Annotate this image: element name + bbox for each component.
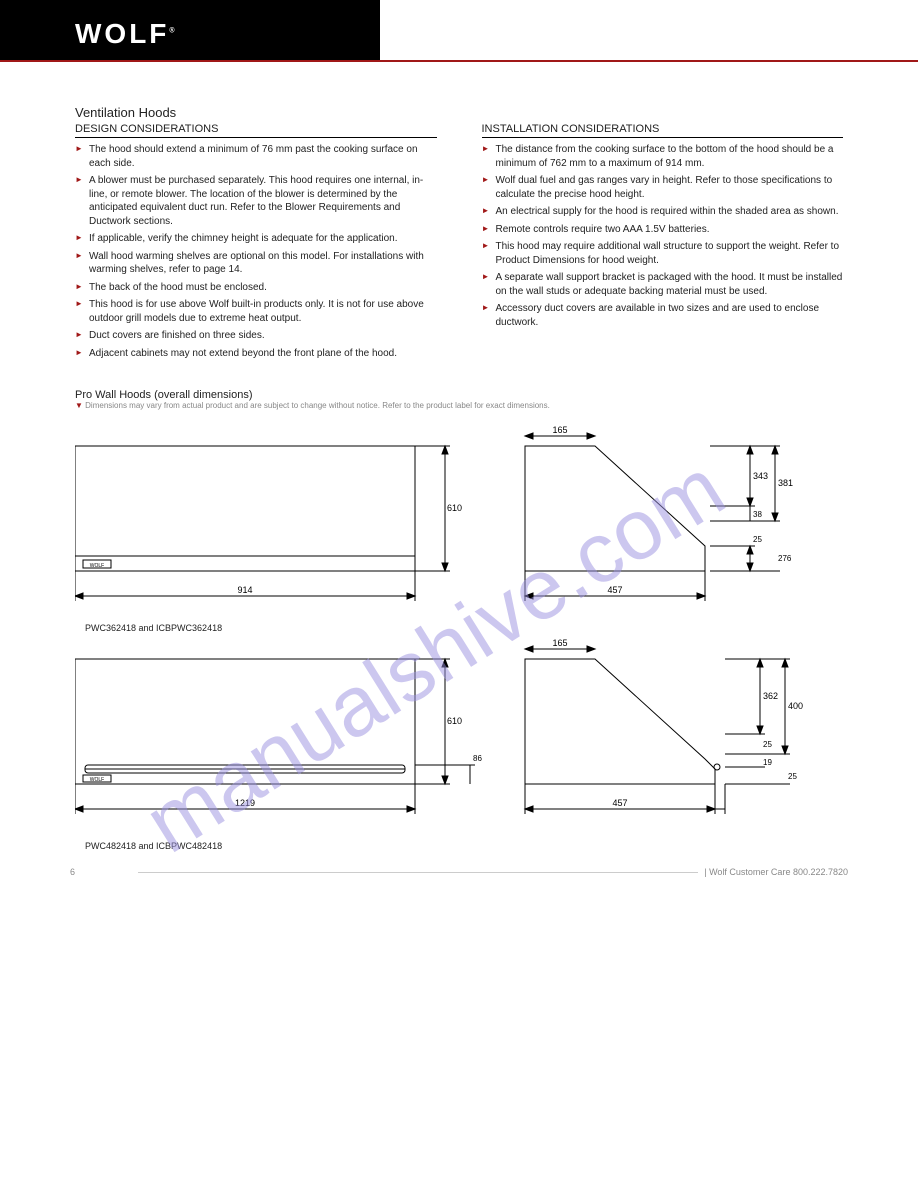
dim-D: 362 <box>763 691 778 701</box>
note-text: Dimensions may vary from actual product … <box>85 401 550 410</box>
right-divider <box>482 137 844 138</box>
dim-M: 25 <box>788 772 797 781</box>
brand-text: WOLF <box>75 18 169 49</box>
footer-right: | Wolf Customer Care 800.222.7820 <box>138 867 848 877</box>
dim-K: 25 <box>763 740 772 749</box>
hood-logo: WOLF <box>90 563 104 569</box>
right-bullets: The distance from the cooking surface to… <box>482 143 844 329</box>
note-arrow-icon: ▼ <box>75 401 83 410</box>
dim-L: 19 <box>763 758 772 767</box>
page-number-left: 6 <box>70 867 75 877</box>
dim-height: 610 <box>447 716 462 726</box>
bullet-item: A blower must be purchased separately. T… <box>75 174 437 228</box>
dim-width: 914 <box>237 585 252 595</box>
dim-E: 381 <box>778 478 793 488</box>
bullet-item: The distance from the cooking surface to… <box>482 143 844 170</box>
left-bullets: The hood should extend a minimum of 76 m… <box>75 143 437 360</box>
hood-logo: WOLF <box>90 777 104 783</box>
bullet-item: Wall hood warming shelves are optional o… <box>75 250 437 277</box>
model2-diagram: WOLF 1219 610 86 <box>75 639 845 859</box>
bullet-item: If applicable, verify the chimney height… <box>75 232 437 246</box>
dim-I: 276 <box>778 554 792 563</box>
diagram-area: WOLF 914 610 <box>75 426 843 862</box>
left-divider <box>75 137 437 138</box>
dim-H: 38 <box>753 510 762 519</box>
dim-E: 400 <box>788 701 803 711</box>
bullet-item: An electrical supply for the hood is req… <box>482 205 844 219</box>
right-column: INSTALLATION CONSIDERATIONS The distance… <box>482 123 844 364</box>
footer-text: | Wolf Customer Care 800.222.7820 <box>704 867 848 877</box>
diagrams-title: Pro Wall Hoods (overall dimensions) <box>75 389 843 401</box>
red-divider <box>0 60 918 62</box>
dim-C: 165 <box>552 426 567 435</box>
left-column: DESIGN CONSIDERATIONS The hood should ex… <box>75 123 437 364</box>
model1-diagram: WOLF 914 610 <box>75 426 845 636</box>
right-heading: INSTALLATION CONSIDERATIONS <box>482 123 844 135</box>
header-black-bg <box>0 0 380 60</box>
diagrams-note: ▼ Dimensions may vary from actual produc… <box>75 401 843 411</box>
model1-label: PWC362418 and ICBPWC362418 <box>85 623 222 633</box>
footer-line <box>138 872 698 873</box>
bullet-item: Remote controls require two AAA 1.5V bat… <box>482 223 844 237</box>
dim-J: 86 <box>473 754 482 763</box>
bullet-item: A separate wall support bracket is packa… <box>482 271 844 298</box>
bullet-item: Duct covers are finished on three sides. <box>75 329 437 343</box>
dim-G: 25 <box>753 535 762 544</box>
bullet-item: This hood is for use above Wolf built-in… <box>75 298 437 325</box>
bullet-item: The back of the hood must be enclosed. <box>75 281 437 295</box>
model2-label: PWC482418 and ICBPWC482418 <box>85 841 222 851</box>
brand-logo: WOLF® <box>75 18 175 50</box>
bullet-item: Accessory duct covers are available in t… <box>482 302 844 329</box>
bullet-item: Adjacent cabinets may not extend beyond … <box>75 347 437 361</box>
two-columns: DESIGN CONSIDERATIONS The hood should ex… <box>75 123 843 364</box>
dim-D: 343 <box>753 471 768 481</box>
left-heading: DESIGN CONSIDERATIONS <box>75 123 437 135</box>
dim-F: 457 <box>607 585 622 595</box>
bullet-item: Wolf dual fuel and gas ranges vary in he… <box>482 174 844 201</box>
dim-F: 457 <box>612 798 627 808</box>
dim-height: 610 <box>447 503 462 513</box>
header-bar: WOLF® <box>0 0 918 65</box>
content: Ventilation Hoods DESIGN CONSIDERATIONS … <box>0 65 918 902</box>
dim-width: 1219 <box>235 798 255 808</box>
bullet-item: The hood should extend a minimum of 76 m… <box>75 143 437 170</box>
section-title: Ventilation Hoods <box>75 105 843 120</box>
dim-C: 165 <box>552 639 567 648</box>
trademark: ® <box>169 28 174 35</box>
bullet-item: This hood may require additional wall st… <box>482 240 844 267</box>
